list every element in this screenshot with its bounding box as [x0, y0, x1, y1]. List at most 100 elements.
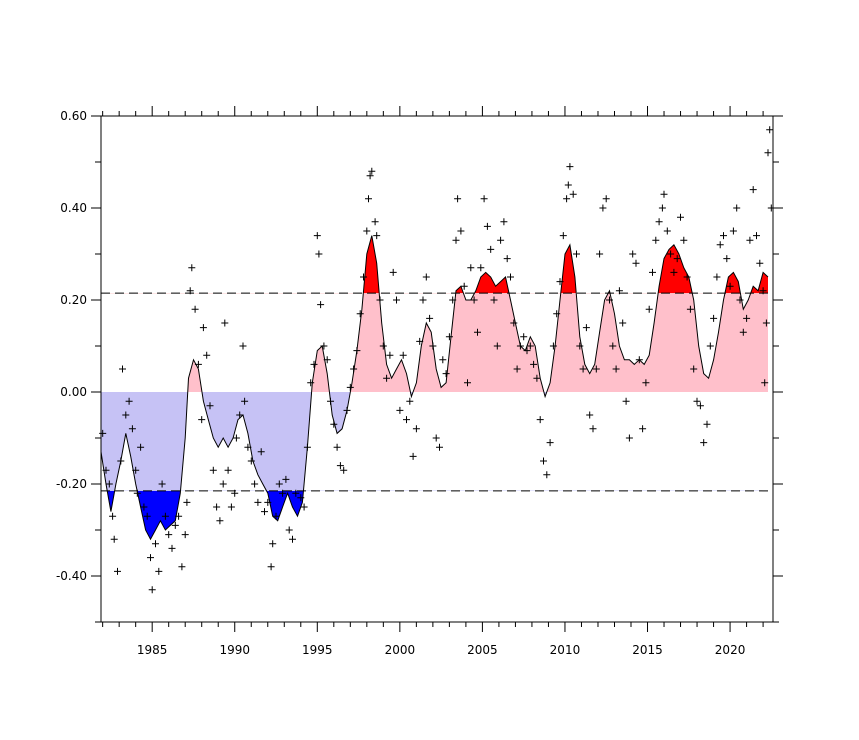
data-marker [703, 420, 711, 428]
y-tick-label: -0.20 [56, 477, 87, 491]
data-marker [452, 236, 460, 244]
data-marker [330, 420, 338, 428]
data-marker [609, 342, 617, 350]
data-marker [629, 250, 637, 258]
data-marker [658, 204, 666, 212]
data-marker [733, 204, 741, 212]
data-marker [470, 296, 478, 304]
data-marker [175, 512, 183, 520]
data-marker [766, 126, 774, 134]
data-marker [99, 429, 107, 437]
data-marker [165, 531, 173, 539]
data-marker [490, 296, 498, 304]
data-marker [216, 517, 224, 525]
data-marker [426, 314, 434, 322]
data-marker [102, 466, 110, 474]
data-marker [168, 544, 176, 552]
data-marker [292, 489, 300, 497]
data-marker [333, 443, 341, 451]
data-marker [497, 236, 505, 244]
data-marker [155, 567, 163, 575]
data-marker [569, 190, 577, 198]
data-marker [143, 512, 151, 520]
data-marker [543, 471, 551, 479]
data-marker [140, 503, 148, 511]
data-marker [566, 163, 574, 171]
data-marker [114, 567, 121, 575]
data-marker [729, 227, 737, 235]
data-marker [371, 218, 379, 226]
data-marker [683, 273, 691, 281]
data-marker [232, 434, 240, 442]
data-marker [289, 535, 296, 543]
data-marker [409, 452, 417, 460]
data-marker [507, 273, 514, 281]
x-tick-label: 2005 [467, 643, 498, 657]
data-marker [346, 383, 354, 391]
data-marker [199, 324, 207, 332]
data-marker [467, 264, 475, 272]
data-marker [221, 319, 229, 327]
data-marker [128, 425, 136, 433]
data-marker [406, 397, 414, 405]
data-marker [739, 328, 747, 336]
data-marker [686, 305, 694, 313]
y-tick-label: 0.60 [60, 109, 87, 123]
data-marker [761, 379, 769, 387]
data-marker [393, 296, 400, 304]
data-marker [110, 535, 118, 543]
data-marker [460, 282, 468, 290]
data-marker [487, 245, 495, 253]
data-marker [236, 411, 244, 419]
data-marker [759, 287, 767, 295]
data-marker [307, 379, 315, 387]
data-marker [533, 374, 541, 382]
data-marker [272, 512, 280, 520]
data-marker [109, 512, 117, 520]
data-marker [510, 319, 518, 327]
data-marker [231, 489, 239, 497]
data-marker [474, 328, 481, 336]
marker-layer [99, 126, 775, 594]
data-marker [360, 273, 367, 281]
data-marker [592, 365, 600, 373]
data-marker [556, 278, 564, 286]
data-marker [579, 365, 587, 373]
data-marker [239, 342, 247, 350]
y-tick-label: 0.00 [60, 385, 87, 399]
data-marker [680, 236, 688, 244]
x-tick-label: 1990 [219, 643, 250, 657]
data-marker [716, 241, 724, 249]
data-marker [673, 255, 681, 263]
data-marker [368, 167, 376, 175]
data-marker [536, 416, 544, 424]
data-marker [183, 498, 191, 506]
data-marker [327, 397, 334, 405]
data-marker [315, 250, 323, 258]
data-marker [713, 273, 721, 281]
data-marker [389, 268, 397, 276]
y-tick-label: 0.40 [60, 201, 87, 215]
data-marker [720, 232, 727, 240]
data-marker [186, 287, 194, 295]
fill-layer [101, 235, 768, 540]
data-marker [449, 296, 457, 304]
data-marker [244, 443, 252, 451]
axes-layer: -0.40 -0.20 0.00 0.20 0.40 0.60 1985 1990 1995 20… [56, 106, 783, 657]
data-marker [540, 457, 547, 465]
data-marker [178, 563, 186, 571]
data-marker [194, 360, 202, 368]
data-marker [696, 402, 704, 410]
data-marker [269, 540, 277, 548]
data-marker [366, 172, 374, 180]
data-marker [667, 250, 675, 258]
data-marker [564, 181, 572, 189]
data-marker [279, 489, 287, 497]
data-marker [736, 296, 744, 304]
data-marker [122, 411, 130, 419]
data-marker [723, 255, 731, 263]
data-marker [660, 190, 668, 198]
data-marker [429, 342, 437, 350]
x-tick-label: 2015 [632, 643, 663, 657]
data-marker [105, 480, 113, 488]
